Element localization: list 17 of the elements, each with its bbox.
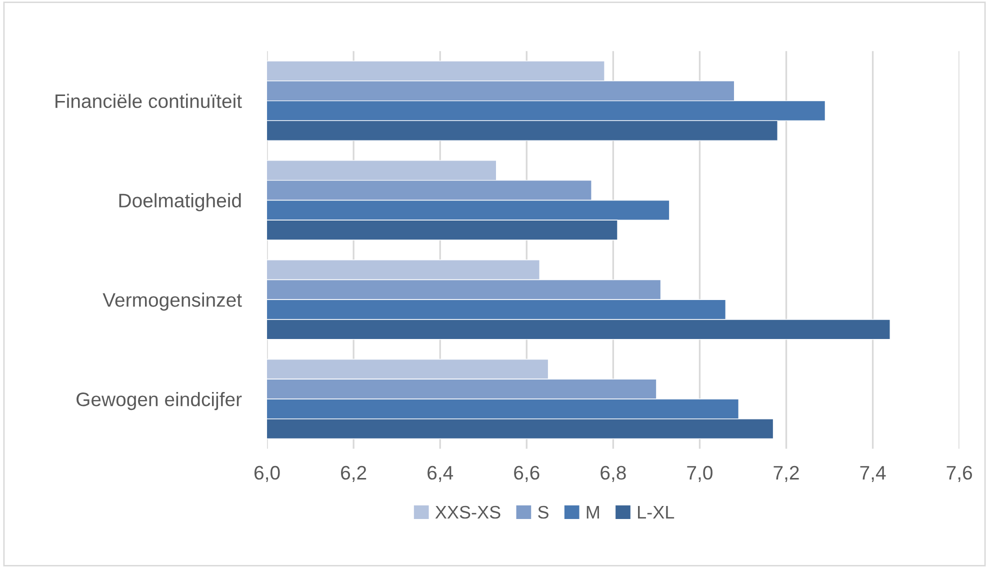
x-tick-label: 6,6 [514, 466, 540, 482]
legend-label: S [538, 506, 548, 519]
x-tick-label: 7,2 [774, 466, 799, 482]
y-tick-label: Financiële continuïteit [56, 94, 242, 108]
legend-label: M [586, 506, 599, 518]
y-tick-label: Gewogen eindcijfer [76, 392, 242, 410]
y-tick-label: Doelmatigheid [119, 193, 241, 212]
legend-label: XXS-XS [435, 506, 500, 519]
y-tick-label: Vermogensinzet [102, 292, 242, 311]
legend-label: L-XL [638, 506, 674, 518]
x-tick-label: 6,0 [254, 466, 280, 482]
x-tick-label: 7,4 [860, 466, 886, 482]
x-tick-label: 7,0 [687, 466, 712, 482]
x-tick-label: 6,2 [341, 466, 366, 482]
x-tick-label: 7,6 [946, 466, 972, 482]
x-tick-label: 6,4 [428, 466, 454, 482]
x-tick-label: 6,8 [600, 466, 626, 482]
